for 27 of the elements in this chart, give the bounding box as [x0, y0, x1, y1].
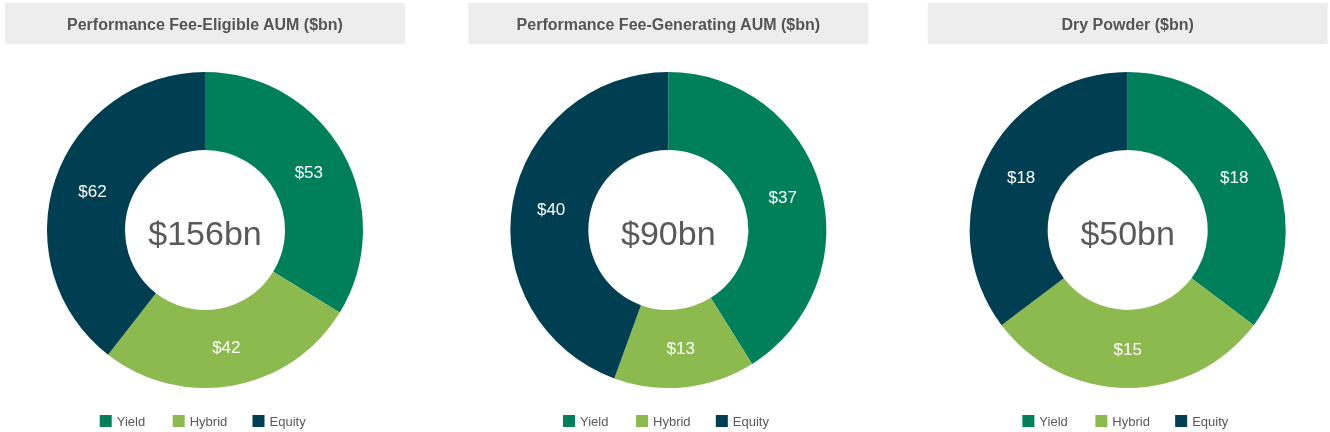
data-label: $53 — [294, 162, 324, 182]
legend-label: Yield — [1039, 413, 1068, 429]
legend-label: Yield — [580, 413, 609, 429]
data-label: $13 — [666, 339, 695, 359]
legend-label: Hybrid — [189, 413, 228, 429]
text: $156bn — [148, 213, 262, 252]
chart-title: Performance Fee-Eligible AUM ($bn) — [67, 15, 343, 33]
data-label: $37 — [768, 188, 797, 208]
donut-slice — [614, 297, 753, 388]
data-label: $15 — [1113, 339, 1142, 359]
text: $50bn — [1080, 213, 1175, 252]
data-label: $40 — [536, 200, 566, 220]
legend-label: Equity — [1192, 413, 1229, 429]
donut-slice — [108, 271, 340, 388]
data-label: $62 — [78, 182, 107, 202]
donut-slice — [1001, 278, 1254, 388]
data-label: $18 — [1006, 167, 1036, 187]
legend-label: Equity — [732, 413, 770, 429]
data-label: $18 — [1220, 167, 1249, 187]
chart-title: Performance Fee-Generating AUM ($bn) — [516, 15, 821, 33]
text: $90bn — [621, 213, 716, 252]
legend-label: Hybrid — [653, 413, 691, 429]
data-label: $42 — [212, 338, 241, 358]
legend-label: Equity — [269, 413, 307, 429]
chart-title: Dry Powder ($bn) — [1061, 15, 1194, 33]
legend-label: Yield — [116, 413, 146, 429]
legend-label: Hybrid — [1112, 413, 1150, 429]
